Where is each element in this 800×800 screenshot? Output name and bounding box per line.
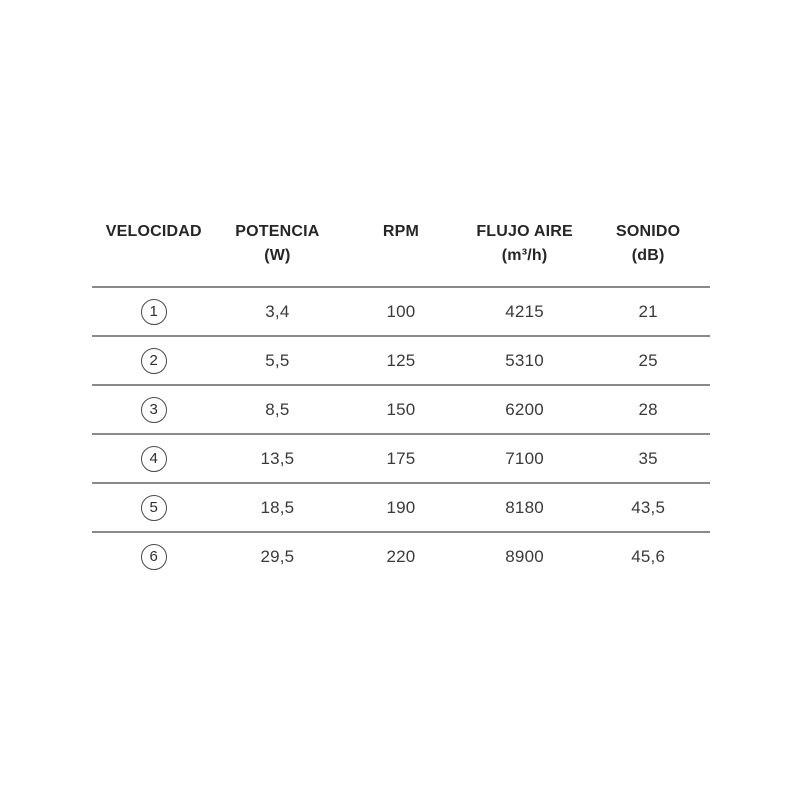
column-unit: (W) [264,247,291,264]
cell-flujo-aire: 8180 [505,497,544,517]
cell-sonido: 43,5 [631,497,666,517]
cell-potencia: 13,5 [260,448,295,468]
table-row: 6 29,5 220 8900 45,6 [92,531,710,580]
speed-number: 1 [149,303,159,320]
cell-flujo-aire: 8900 [505,546,544,566]
column-unit [92,244,216,268]
cell-rpm: 150 [386,399,416,419]
column-header-potencia: POTENCIA (W) [216,220,340,268]
cell-velocidad: 3 [92,396,216,423]
cell-flujo-aire: 4215 [505,301,544,321]
table-row: 2 5,5 125 5310 25 [92,335,710,384]
column-header-flujo-aire: FLUJO AIRE (m³/h) [463,220,587,268]
column-unit: (dB) [631,247,665,264]
table-row: 1 3,4 100 4215 21 [92,286,710,335]
cell-velocidad: 6 [92,543,216,570]
speed-badge: 2 [140,347,167,374]
cell-potencia: 29,5 [260,546,295,566]
cell-velocidad: 4 [92,445,216,472]
speed-number: 3 [149,401,159,418]
speed-number: 6 [149,548,159,565]
column-unit [339,244,463,268]
speed-number: 2 [149,352,159,369]
column-unit: (m³/h) [501,247,548,264]
column-label: POTENCIA [235,223,320,240]
cell-potencia: 3,4 [265,301,290,321]
speed-number: 5 [149,499,159,516]
cell-sonido: 45,6 [631,546,666,566]
specs-table: VELOCIDAD POTENCIA (W) RPM FLUJO AIRE (m… [92,220,710,580]
cell-rpm: 220 [386,546,416,566]
cell-rpm: 125 [386,350,416,370]
cell-velocidad: 1 [92,298,216,325]
speed-badge: 6 [140,543,167,570]
column-label: RPM [382,223,420,240]
column-header-rpm: RPM [339,220,463,268]
cell-flujo-aire: 7100 [505,448,544,468]
cell-rpm: 100 [386,301,416,321]
cell-sonido: 25 [638,350,658,370]
column-header-velocidad: VELOCIDAD [92,220,216,268]
column-label: SONIDO [616,223,681,240]
cell-flujo-aire: 6200 [505,399,544,419]
column-label: VELOCIDAD [105,223,202,240]
speed-badge: 5 [140,494,167,521]
column-label: FLUJO AIRE [476,223,573,240]
table-row: 4 13,5 175 7100 35 [92,433,710,482]
cell-rpm: 190 [386,497,416,517]
table-row: 5 18,5 190 8180 43,5 [92,482,710,531]
column-header-sonido: SONIDO (dB) [586,220,710,268]
table-row: 3 8,5 150 6200 28 [92,384,710,433]
cell-potencia: 18,5 [260,497,295,517]
cell-sonido: 28 [638,399,658,419]
cell-potencia: 5,5 [265,350,290,370]
cell-velocidad: 2 [92,347,216,374]
cell-rpm: 175 [386,448,416,468]
speed-badge: 4 [140,445,167,472]
speed-number: 4 [149,450,159,467]
speed-badge: 3 [140,396,167,423]
cell-sonido: 35 [638,448,658,468]
table-header: VELOCIDAD POTENCIA (W) RPM FLUJO AIRE (m… [92,220,710,286]
cell-flujo-aire: 5310 [505,350,544,370]
cell-sonido: 21 [638,301,658,321]
cell-velocidad: 5 [92,494,216,521]
speed-badge: 1 [140,298,167,325]
cell-potencia: 8,5 [265,399,290,419]
